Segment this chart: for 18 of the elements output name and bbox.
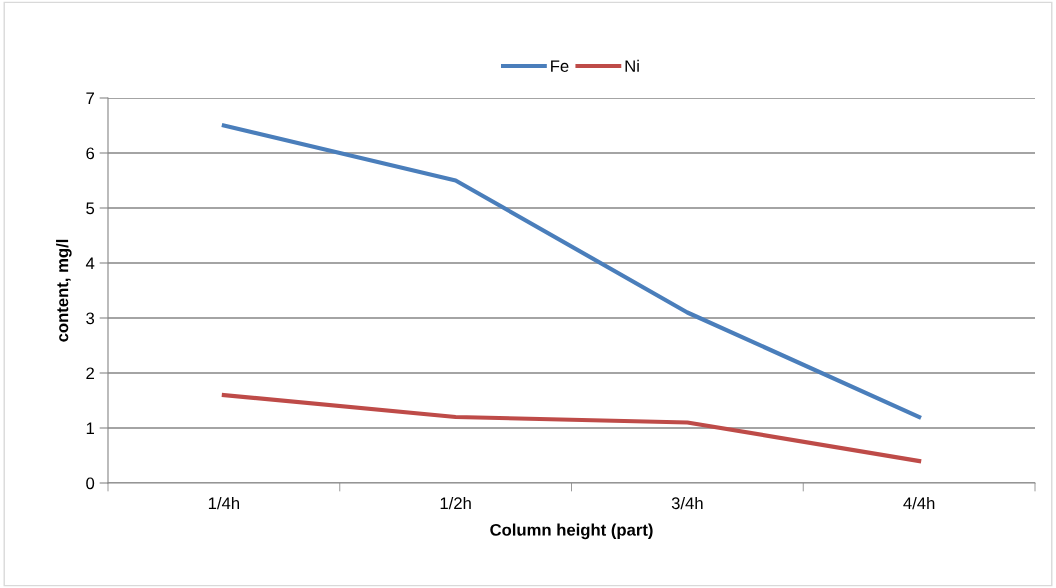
x-tick-label: 3/4h: [671, 496, 703, 510]
line-series: [221, 123, 922, 420]
y-tick-label: 3: [86, 312, 95, 325]
x-tick-label: 4/4h: [903, 496, 935, 510]
y-tick-label: 2: [86, 367, 94, 380]
y-tick-label: 7: [86, 92, 94, 105]
y-tick-label: 6: [86, 147, 95, 160]
y-tick-label: 4: [85, 257, 95, 270]
x-axis-title: Column height (part): [490, 523, 653, 540]
y-axis-title: content, mg/l: [56, 239, 72, 342]
legend-label: Fe: [551, 60, 569, 73]
y-tick-label: 5: [86, 202, 95, 215]
x-tick-label: 1/4h: [208, 496, 240, 510]
x-tick-label: 1/2h: [440, 496, 471, 510]
legend-label: Ni: [625, 59, 639, 72]
line-series: [221, 392, 922, 464]
y-tick-label: 0: [86, 477, 95, 490]
y-tick-label: 1: [86, 422, 94, 435]
